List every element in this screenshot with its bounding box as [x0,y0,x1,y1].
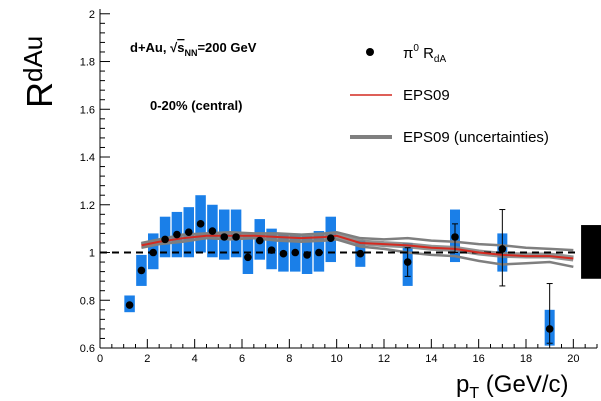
data-point [184,228,193,237]
y-tick-label: 1.6 [80,104,95,116]
data-point [125,301,134,309]
axes [99,9,597,349]
data-point [451,233,459,241]
data-point [403,258,412,266]
data-point [291,248,300,257]
y-tick-label: 0.8 [80,295,95,307]
legend-marker-data [366,48,374,56]
data-point [220,233,229,241]
x-tick-label: 20 [567,353,579,365]
global-uncertainty-group [581,225,601,279]
eps09-line [141,234,574,260]
data-points [125,220,554,333]
x-axis-title: pT (GeV/c) [456,371,568,401]
data-point [149,248,158,257]
y-axis-title: RdAu [18,36,60,108]
eps09-line-group [141,234,574,260]
x-tick-label: 6 [239,353,245,365]
annotation-centrality: 0-20% (central) [150,98,242,113]
data-point [326,234,335,242]
y-tick-label: 2 [89,9,95,21]
data-point [208,227,217,235]
x-ticks: 0 2 4 6 8 10 12 14 16 18 20 [97,339,598,365]
legend-label-eps09-uncertainties: EPS09 (uncertainties) [403,129,549,146]
x-tick-label: 18 [520,353,532,365]
data-point [315,248,323,257]
x-tick-label: 8 [286,353,292,365]
data-point [356,249,365,258]
global-uncertainty-box [581,225,601,279]
legend-label-data: π0 RdA [403,43,446,65]
data-point [137,266,146,275]
y-tick-label: 0.6 [80,343,95,355]
y-ticks: 0.6 0.8 1 1.2 1.4 1.6 1.8 2 [80,9,110,355]
data-point [545,325,554,333]
y-tick-label: 1.4 [80,152,95,164]
x-tick-label: 16 [473,353,485,365]
data-point [267,246,276,254]
legend-label-eps09: EPS09 [403,87,450,104]
data-point [279,249,288,258]
x-tick-label: 0 [97,353,103,365]
systematic-boxes [124,195,555,346]
y-tick-label: 1.8 [80,57,95,69]
x-tick-label: 4 [192,353,198,365]
annotation-system: d+Au, √sNN=200 GeV [130,40,257,58]
data-point [244,253,252,262]
data-point [196,220,205,228]
data-point [161,235,169,244]
data-point [255,236,264,245]
x-tick-label: 10 [331,353,343,365]
x-tick-label: 12 [378,353,390,365]
x-tick-label: 2 [144,353,150,365]
y-tick-label: 1 [89,248,95,260]
data-point [498,245,507,253]
data-point [232,233,240,241]
y-tick-label: 1.2 [80,200,95,212]
sqrt-symbol: √ [170,40,178,55]
stat-error-bars [404,209,553,344]
data-point [173,230,181,239]
legend: π0 RdA EPS09 EPS09 (uncertainties) [350,43,549,146]
x-tick-label: 14 [425,353,437,365]
data-point [303,251,311,259]
